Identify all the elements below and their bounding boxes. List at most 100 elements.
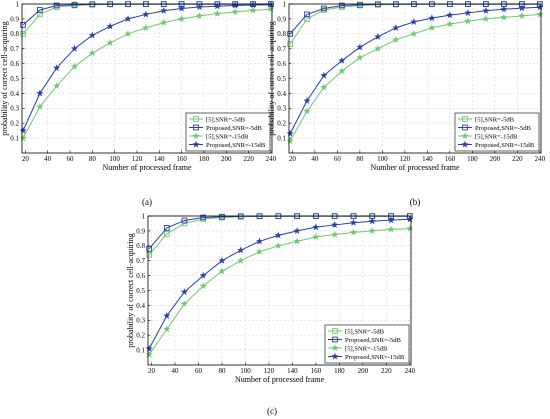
chart0-series-3-point-12 — [231, 1, 239, 9]
chart2-x-tick-label-6: 140 — [287, 367, 298, 375]
chart0-legend-label-0: [5],SNR=-5dB — [206, 116, 246, 123]
chart0-x-tick-label-1: 40 — [44, 155, 52, 163]
chart2-y-tick-label-7: 0.8 — [136, 242, 145, 250]
panel-label-c: (c) — [267, 406, 277, 416]
chart0-legend-swatch-marker-3 — [192, 140, 200, 148]
chart0-series-3-point-7 — [142, 10, 150, 18]
chart1-series-2-point-9 — [446, 20, 454, 28]
chart1-x-tick-label-1: 40 — [311, 155, 319, 163]
chart2-x-tick-label-4: 100 — [240, 367, 251, 375]
chart1-series-2-point-4 — [356, 53, 364, 61]
chart1-x-tick-label-7: 160 — [445, 155, 456, 163]
chart2-series-1-point-4 — [219, 213, 225, 220]
chart2-y-tick-label-0: 0.1 — [136, 347, 145, 355]
chart2-legend-swatch-marker-0 — [332, 328, 338, 334]
chart0-y-axis-label: probability of correct cell-acquiring — [0, 21, 9, 135]
chart0-legend-swatch-marker-2 — [192, 132, 200, 140]
chart2-series-2-point-8 — [293, 237, 301, 245]
chart1-y-tick-label-1: 0.2 — [277, 120, 286, 128]
chart1-legend-label-1: Proposed,SNR=-5dB — [475, 125, 532, 132]
chart2-series-3-point-1 — [163, 311, 171, 319]
chart0-y-tick-label-1: 0.2 — [10, 120, 19, 128]
chart0-series-2-point-5 — [106, 38, 114, 46]
chart2-y-tick-label-6: 0.7 — [136, 257, 145, 265]
chart0-series-2-point-8 — [160, 18, 168, 26]
chart1-legend-swatch-marker-1 — [462, 124, 468, 131]
chart1-series-1-point-1 — [304, 11, 310, 18]
chart2-series-2-point-0 — [145, 350, 153, 358]
chart1-series-2-point-5 — [374, 44, 382, 52]
chart2-series-2-point-10 — [331, 230, 339, 238]
chart0-series-2-point-3 — [70, 62, 79, 70]
chart0-x-tick-label-3: 80 — [89, 155, 97, 163]
chart0-series-1-point-1 — [37, 7, 43, 13]
chart1-legend-swatch-marker-0 — [462, 116, 468, 122]
chart0-x-tick-label-2: 60 — [66, 155, 74, 163]
chart1-plot-frame — [288, 3, 542, 154]
chart0-y-tick-label-5: 0.6 — [10, 60, 19, 68]
chart2-series-3-point-2 — [180, 288, 189, 296]
chart1-legend-label-2: [5],SNR=-15dB — [475, 133, 518, 140]
chart1-series-2-point-7 — [410, 29, 418, 37]
chart2-series-3-point-9 — [312, 223, 320, 231]
chart0-x-tick-label-11: 240 — [266, 155, 277, 163]
chart0-series-3-point-4 — [88, 31, 96, 39]
chart2-y-tick-label-8: 0.9 — [136, 227, 145, 235]
chart2-x-tick-label-10: 220 — [381, 367, 392, 375]
chart1-series-3-point-0 — [286, 129, 294, 137]
chart1-series-3-point-14 — [536, 3, 544, 11]
chart1-series-2-point-12 — [500, 13, 508, 21]
chart1-series-3-point-6 — [392, 24, 400, 31]
chart2-legend-label-3: Proposed,SNR=-15dB — [345, 354, 405, 361]
chart1-x-tick-label-9: 200 — [490, 155, 501, 163]
chart2-x-tick-label-1: 40 — [172, 367, 180, 375]
chart0-series-2-point-0 — [19, 134, 27, 142]
chart1-y-tick-label-6: 0.7 — [277, 45, 286, 53]
chart0-series-1-point-2 — [53, 2, 60, 9]
chart0-x-tick-label-5: 120 — [132, 155, 143, 163]
chart0-series-2-point-12 — [231, 8, 239, 16]
chart1-series-3-point-12 — [500, 5, 508, 13]
chart1-y-tick-label-0: 0.1 — [277, 135, 286, 143]
chart1-series-2-point-10 — [464, 17, 472, 25]
chart1-series-3-point-13 — [518, 4, 526, 12]
chart0-y-tick-label-4: 0.5 — [10, 75, 19, 83]
chart1-x-tick-label-4: 100 — [377, 155, 388, 163]
chart1-series-3-point-3 — [338, 56, 346, 64]
chart0-series-3-point-11 — [213, 2, 221, 10]
chart1-legend-swatch-marker-2 — [461, 132, 469, 140]
chart2-series-2-point-12 — [368, 227, 376, 235]
chart2-series-3-point-13 — [387, 216, 395, 224]
chart0-series-2-point-2 — [52, 82, 61, 90]
chart0-series-3-point-10 — [195, 3, 204, 11]
chart2-series-1-point-2 — [181, 217, 188, 224]
chart1-series-2-point-0 — [286, 137, 294, 145]
chart0-x-tick-label-7: 160 — [176, 155, 187, 163]
chart0-series-3-point-1 — [36, 89, 44, 97]
chart0-x-axis-label: Number of processed frame — [102, 163, 192, 172]
chart2-x-tick-label-3: 80 — [218, 367, 226, 375]
chart1-x-tick-label-10: 220 — [512, 155, 523, 163]
chart0-series-2-point-4 — [88, 49, 96, 57]
chart0-series-3-point-6 — [124, 15, 132, 23]
chart2-series-2-point-11 — [349, 228, 358, 236]
chart1-x-tick-label-3: 80 — [356, 155, 364, 163]
chart1-series-2-point-1 — [303, 107, 311, 115]
chart1-y-tick-label-4: 0.5 — [277, 75, 286, 83]
chart2-y-tick-label-1: 0.2 — [136, 332, 145, 340]
chart2-series-2-point-7 — [274, 241, 282, 249]
chart1-series-3-point-2 — [320, 71, 328, 79]
chart0-series-2-point-14 — [267, 5, 275, 13]
chart1-series-2-point-6 — [392, 35, 400, 43]
chart2-x-tick-label-7: 160 — [311, 367, 322, 375]
chart0-x-tick-label-8: 180 — [199, 155, 210, 163]
chart1-series-3-point-10 — [464, 9, 472, 17]
chart1-y-tick-label-9: 1 — [283, 0, 287, 8]
chart0-y-tick-label-9: 1 — [16, 0, 20, 8]
chart2-y-tick-label-9: 1 — [142, 212, 146, 220]
chart0-series-2-point-11 — [213, 9, 221, 17]
chart2-series-3-point-14 — [406, 215, 414, 223]
chart2-x-tick-label-8: 180 — [334, 367, 345, 375]
chart2-x-tick-label-11: 240 — [405, 367, 416, 375]
